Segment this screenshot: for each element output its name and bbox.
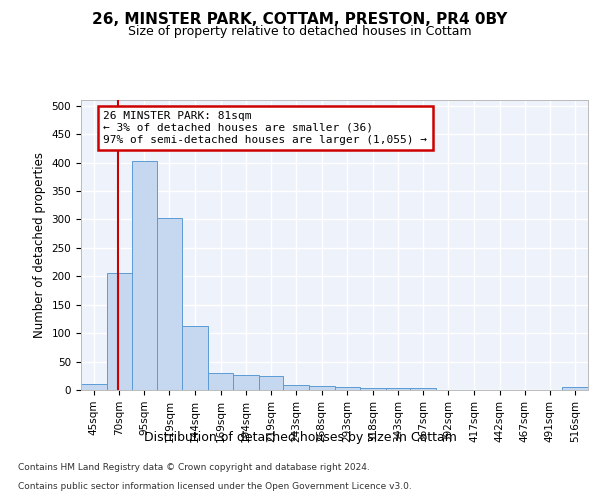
Bar bbox=[157, 218, 182, 390]
Bar bbox=[283, 386, 309, 390]
Bar bbox=[107, 274, 132, 390]
Bar bbox=[132, 161, 157, 390]
Bar bbox=[335, 387, 360, 390]
Bar bbox=[386, 388, 410, 390]
Bar bbox=[182, 326, 208, 390]
Bar bbox=[81, 384, 107, 390]
Bar bbox=[208, 373, 233, 390]
Bar bbox=[410, 388, 436, 390]
Bar bbox=[259, 376, 283, 390]
Y-axis label: Number of detached properties: Number of detached properties bbox=[33, 152, 46, 338]
Bar bbox=[233, 374, 259, 390]
Text: Distribution of detached houses by size in Cottam: Distribution of detached houses by size … bbox=[143, 431, 457, 444]
Text: Contains public sector information licensed under the Open Government Licence v3: Contains public sector information licen… bbox=[18, 482, 412, 491]
Text: 26 MINSTER PARK: 81sqm
← 3% of detached houses are smaller (36)
97% of semi-deta: 26 MINSTER PARK: 81sqm ← 3% of detached … bbox=[103, 112, 427, 144]
Bar bbox=[309, 386, 335, 390]
Text: Size of property relative to detached houses in Cottam: Size of property relative to detached ho… bbox=[128, 25, 472, 38]
Bar bbox=[360, 388, 386, 390]
Bar bbox=[562, 387, 588, 390]
Text: Contains HM Land Registry data © Crown copyright and database right 2024.: Contains HM Land Registry data © Crown c… bbox=[18, 464, 370, 472]
Text: 26, MINSTER PARK, COTTAM, PRESTON, PR4 0BY: 26, MINSTER PARK, COTTAM, PRESTON, PR4 0… bbox=[92, 12, 508, 28]
